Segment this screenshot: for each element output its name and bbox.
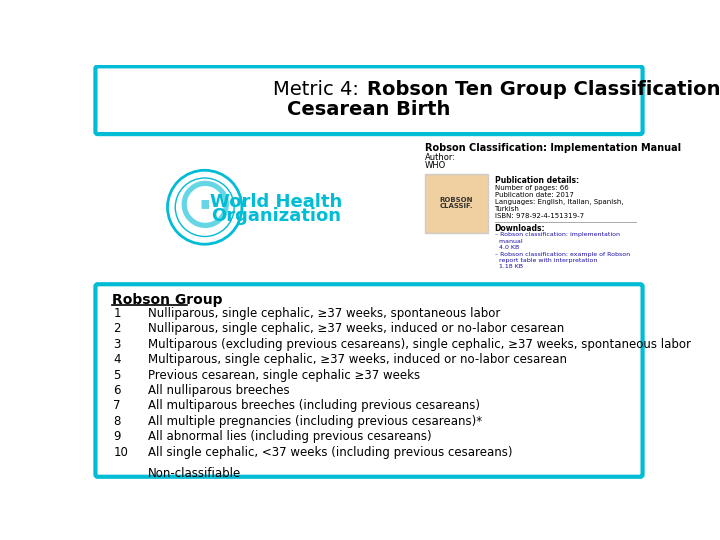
Text: 2: 2 bbox=[113, 322, 121, 335]
Text: All single cephalic, <37 weeks (including previous cesareans): All single cephalic, <37 weeks (includin… bbox=[148, 446, 513, 458]
Text: report table with interpretation: report table with interpretation bbox=[495, 258, 597, 263]
Text: ISBN: 978-92-4-151319-7: ISBN: 978-92-4-151319-7 bbox=[495, 213, 584, 219]
Text: Organization: Organization bbox=[211, 207, 341, 225]
Text: 5: 5 bbox=[113, 369, 121, 382]
Text: Cesarean Birth: Cesarean Birth bbox=[287, 100, 451, 119]
Text: Previous cesarean, single cephalic ≥37 weeks: Previous cesarean, single cephalic ≥37 w… bbox=[148, 369, 420, 382]
Text: – Robson classification: implementation: – Robson classification: implementation bbox=[495, 232, 619, 238]
Text: Downloads:: Downloads: bbox=[495, 224, 545, 233]
Text: – Robson classification: example of Robson: – Robson classification: example of Robs… bbox=[495, 252, 630, 256]
Text: Publication date: 2017: Publication date: 2017 bbox=[495, 192, 573, 198]
FancyBboxPatch shape bbox=[96, 284, 642, 477]
Text: Multiparous (excluding previous cesareans), single cephalic, ≥37 weeks, spontane: Multiparous (excluding previous cesarean… bbox=[148, 338, 691, 351]
Text: 1: 1 bbox=[113, 307, 121, 320]
Text: Robson Ten Group Classification for: Robson Ten Group Classification for bbox=[366, 80, 720, 99]
Text: World Health: World Health bbox=[210, 193, 342, 211]
Text: Robson Group: Robson Group bbox=[112, 293, 222, 307]
Text: Publication details:: Publication details: bbox=[495, 176, 579, 185]
Text: 9: 9 bbox=[113, 430, 121, 443]
FancyBboxPatch shape bbox=[425, 174, 488, 233]
Text: All multiple pregnancies (including previous cesareans)*: All multiple pregnancies (including prev… bbox=[148, 415, 482, 428]
Text: 6: 6 bbox=[113, 384, 121, 397]
Text: 1.18 KB: 1.18 KB bbox=[495, 264, 523, 269]
Text: Metric 4:: Metric 4: bbox=[273, 80, 365, 99]
Text: WHO: WHO bbox=[425, 161, 446, 170]
Text: 10: 10 bbox=[113, 446, 128, 458]
Text: 8: 8 bbox=[113, 415, 121, 428]
Text: 4.0 KB: 4.0 KB bbox=[495, 245, 519, 250]
Text: 4: 4 bbox=[113, 353, 121, 366]
Text: All multiparous breeches (including previous cesareans): All multiparous breeches (including prev… bbox=[148, 400, 480, 413]
Text: Number of pages: 66: Number of pages: 66 bbox=[495, 185, 568, 191]
Text: Turkish: Turkish bbox=[495, 206, 519, 212]
Text: All abnormal lies (including previous cesareans): All abnormal lies (including previous ce… bbox=[148, 430, 432, 443]
Text: manual: manual bbox=[495, 239, 522, 244]
Text: Non-classifiable: Non-classifiable bbox=[148, 467, 241, 480]
Text: 7: 7 bbox=[113, 400, 121, 413]
FancyBboxPatch shape bbox=[96, 66, 642, 134]
Text: Robson Classification: Implementation Manual: Robson Classification: Implementation Ma… bbox=[425, 143, 681, 153]
Text: Languages: English, Italian, Spanish,: Languages: English, Italian, Spanish, bbox=[495, 199, 624, 205]
Text: Multiparous, single cephalic, ≥37 weeks, induced or no-labor cesarean: Multiparous, single cephalic, ≥37 weeks,… bbox=[148, 353, 567, 366]
Text: Nulliparous, single cephalic, ≥37 weeks, induced or no-labor cesarean: Nulliparous, single cephalic, ≥37 weeks,… bbox=[148, 322, 564, 335]
Text: 3: 3 bbox=[113, 338, 121, 351]
Text: ROBSON: ROBSON bbox=[440, 197, 473, 202]
Text: Author:: Author: bbox=[425, 153, 456, 163]
Text: CLASSIF.: CLASSIF. bbox=[440, 204, 473, 210]
Text: All nulliparous breeches: All nulliparous breeches bbox=[148, 384, 289, 397]
Text: Nulliparous, single cephalic, ≥37 weeks, spontaneous labor: Nulliparous, single cephalic, ≥37 weeks,… bbox=[148, 307, 500, 320]
Text: ⊙: ⊙ bbox=[174, 173, 235, 242]
